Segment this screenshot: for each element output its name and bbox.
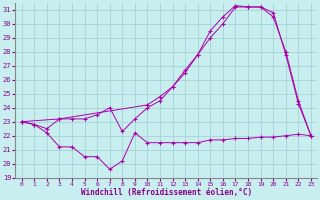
X-axis label: Windchill (Refroidissement éolien,°C): Windchill (Refroidissement éolien,°C) <box>81 188 252 197</box>
